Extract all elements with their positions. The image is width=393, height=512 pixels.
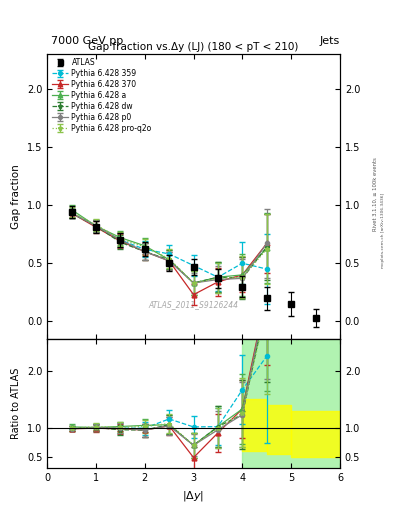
Y-axis label: Ratio to ATLAS: Ratio to ATLAS (11, 368, 21, 439)
Text: 7000 GeV pp: 7000 GeV pp (51, 36, 123, 46)
Text: Rivet 3.1.10, ≥ 100k events: Rivet 3.1.10, ≥ 100k events (373, 158, 378, 231)
Y-axis label: Gap fraction: Gap fraction (11, 164, 21, 229)
Text: mcplots.cern.ch [arXiv:1306.3436]: mcplots.cern.ch [arXiv:1306.3436] (381, 193, 385, 268)
Legend: ATLAS, Pythia 6.428 359, Pythia 6.428 370, Pythia 6.428 a, Pythia 6.428 dw, Pyth: ATLAS, Pythia 6.428 359, Pythia 6.428 37… (50, 57, 153, 134)
X-axis label: $|\Delta y|$: $|\Delta y|$ (182, 489, 205, 503)
Text: ATLAS_2011_S9126244: ATLAS_2011_S9126244 (149, 300, 239, 309)
Text: Jets: Jets (320, 36, 340, 46)
Title: Gap fraction vs.Δy (LJ) (180 < pT < 210): Gap fraction vs.Δy (LJ) (180 < pT < 210) (88, 41, 299, 52)
